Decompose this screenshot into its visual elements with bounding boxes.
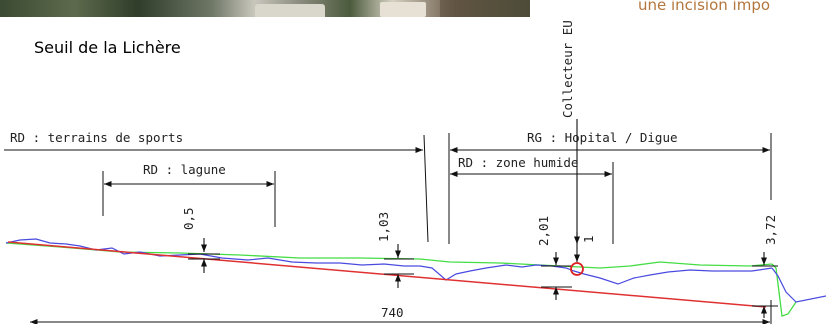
dim-label-1-03: 1,03 [376,212,391,242]
extent-rd-zone-humide: RD : zone humide [450,155,614,244]
dim-label-0-5: 0,5 [181,207,196,230]
site-title: Seuil de la Lichère [34,38,181,57]
label-rd-zone-humide: RD : zone humide [458,155,578,170]
slide-title-fragment: une incision impo [638,0,771,14]
profile-line-green [5,242,773,269]
dimension-2-01: 2,01 [536,216,572,300]
outfall-green [771,263,797,317]
dim-label-3-72: 3,72 [763,215,778,245]
photo-shadow-shape [440,0,530,17]
photo-building-shape [255,4,325,17]
extent-rd-terrains: RD : terrains de sports [4,130,429,243]
extent-rg-hopital: RG : Hopital / Digue [448,130,772,244]
dimension-1-03: 1,03 [376,212,414,288]
label-collecteur: Collecteur EU [560,20,575,118]
dimension-3-72: 3,72 [752,215,778,318]
profile-line-blue [5,238,773,285]
outfall-blue [771,267,826,303]
dim-label-2-01: 2,01 [536,216,551,246]
dimension-length-740: 740 [30,300,772,324]
dimension-0-5: 0,5 [181,207,220,273]
label-rd-lagune: RD : lagune [143,162,226,177]
dim-label-1: 1 [581,235,596,243]
label-rd-terrains: RD : terrains de sports [10,130,183,145]
dim-label-740: 740 [381,305,404,320]
photo-vehicle-shape [380,2,426,17]
label-rg-hopital: RG : Hopital / Digue [527,130,678,145]
dimension-1: 1 [573,232,596,244]
collector-marker-circle [570,262,584,276]
extent-rd-lagune: RD : lagune [102,162,276,227]
header-photo-strip [0,0,530,17]
